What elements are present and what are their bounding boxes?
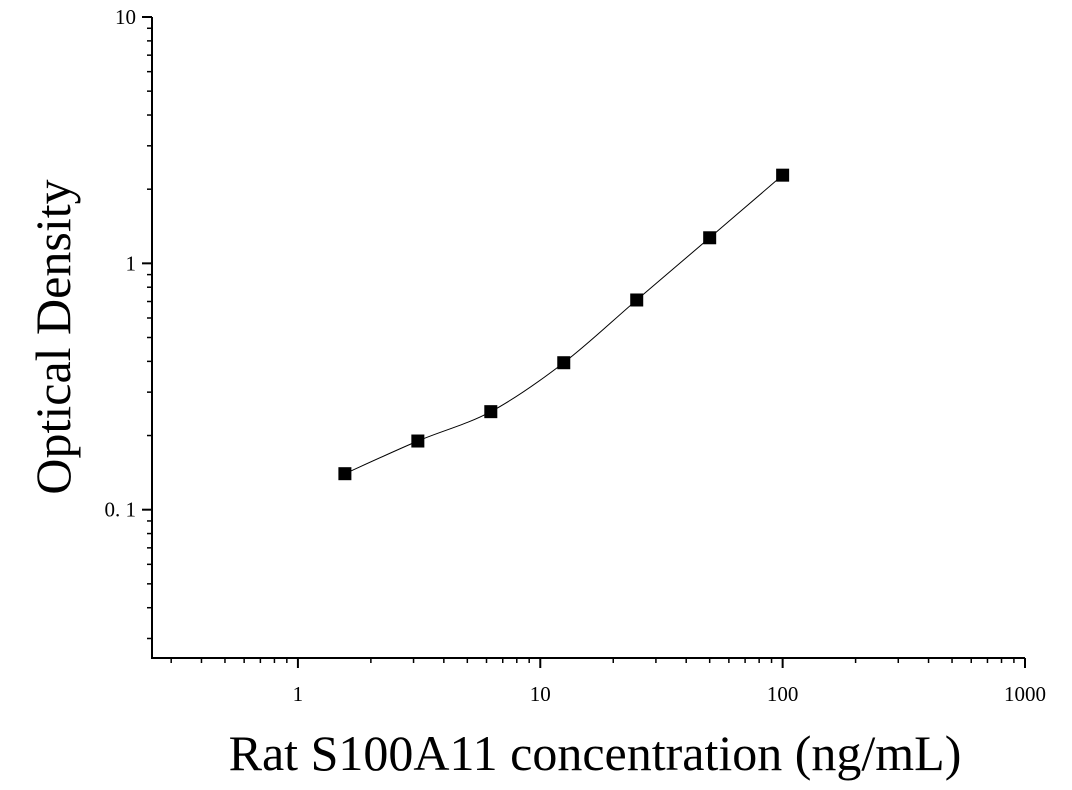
y-tick-label: 10 [115,5,136,29]
data-point [630,293,644,307]
data-point [411,434,425,448]
major-ticks [142,16,1026,668]
x-tick-label: 1 [293,682,304,706]
data-point [557,356,571,370]
x-tick-label: 1000 [1004,682,1046,706]
data-point [776,168,790,182]
y-axis-label: Optical Density [25,179,81,494]
x-tick-label: 10 [530,682,551,706]
data-point [484,405,498,419]
x-axis-label: Rat S100A11 concentration (ng/mL) [229,725,962,781]
data-point [703,231,717,245]
x-tick-label: 100 [767,682,799,706]
y-tick-label: 0. 1 [105,498,137,522]
fit-curve [344,174,783,475]
y-tick-label: 1 [126,251,137,275]
data-point [338,467,352,481]
tick-labels: 1 10 100 1000 0. 1 1 10 [105,5,1047,706]
data-points [338,168,790,481]
minor-ticks [147,27,1015,663]
